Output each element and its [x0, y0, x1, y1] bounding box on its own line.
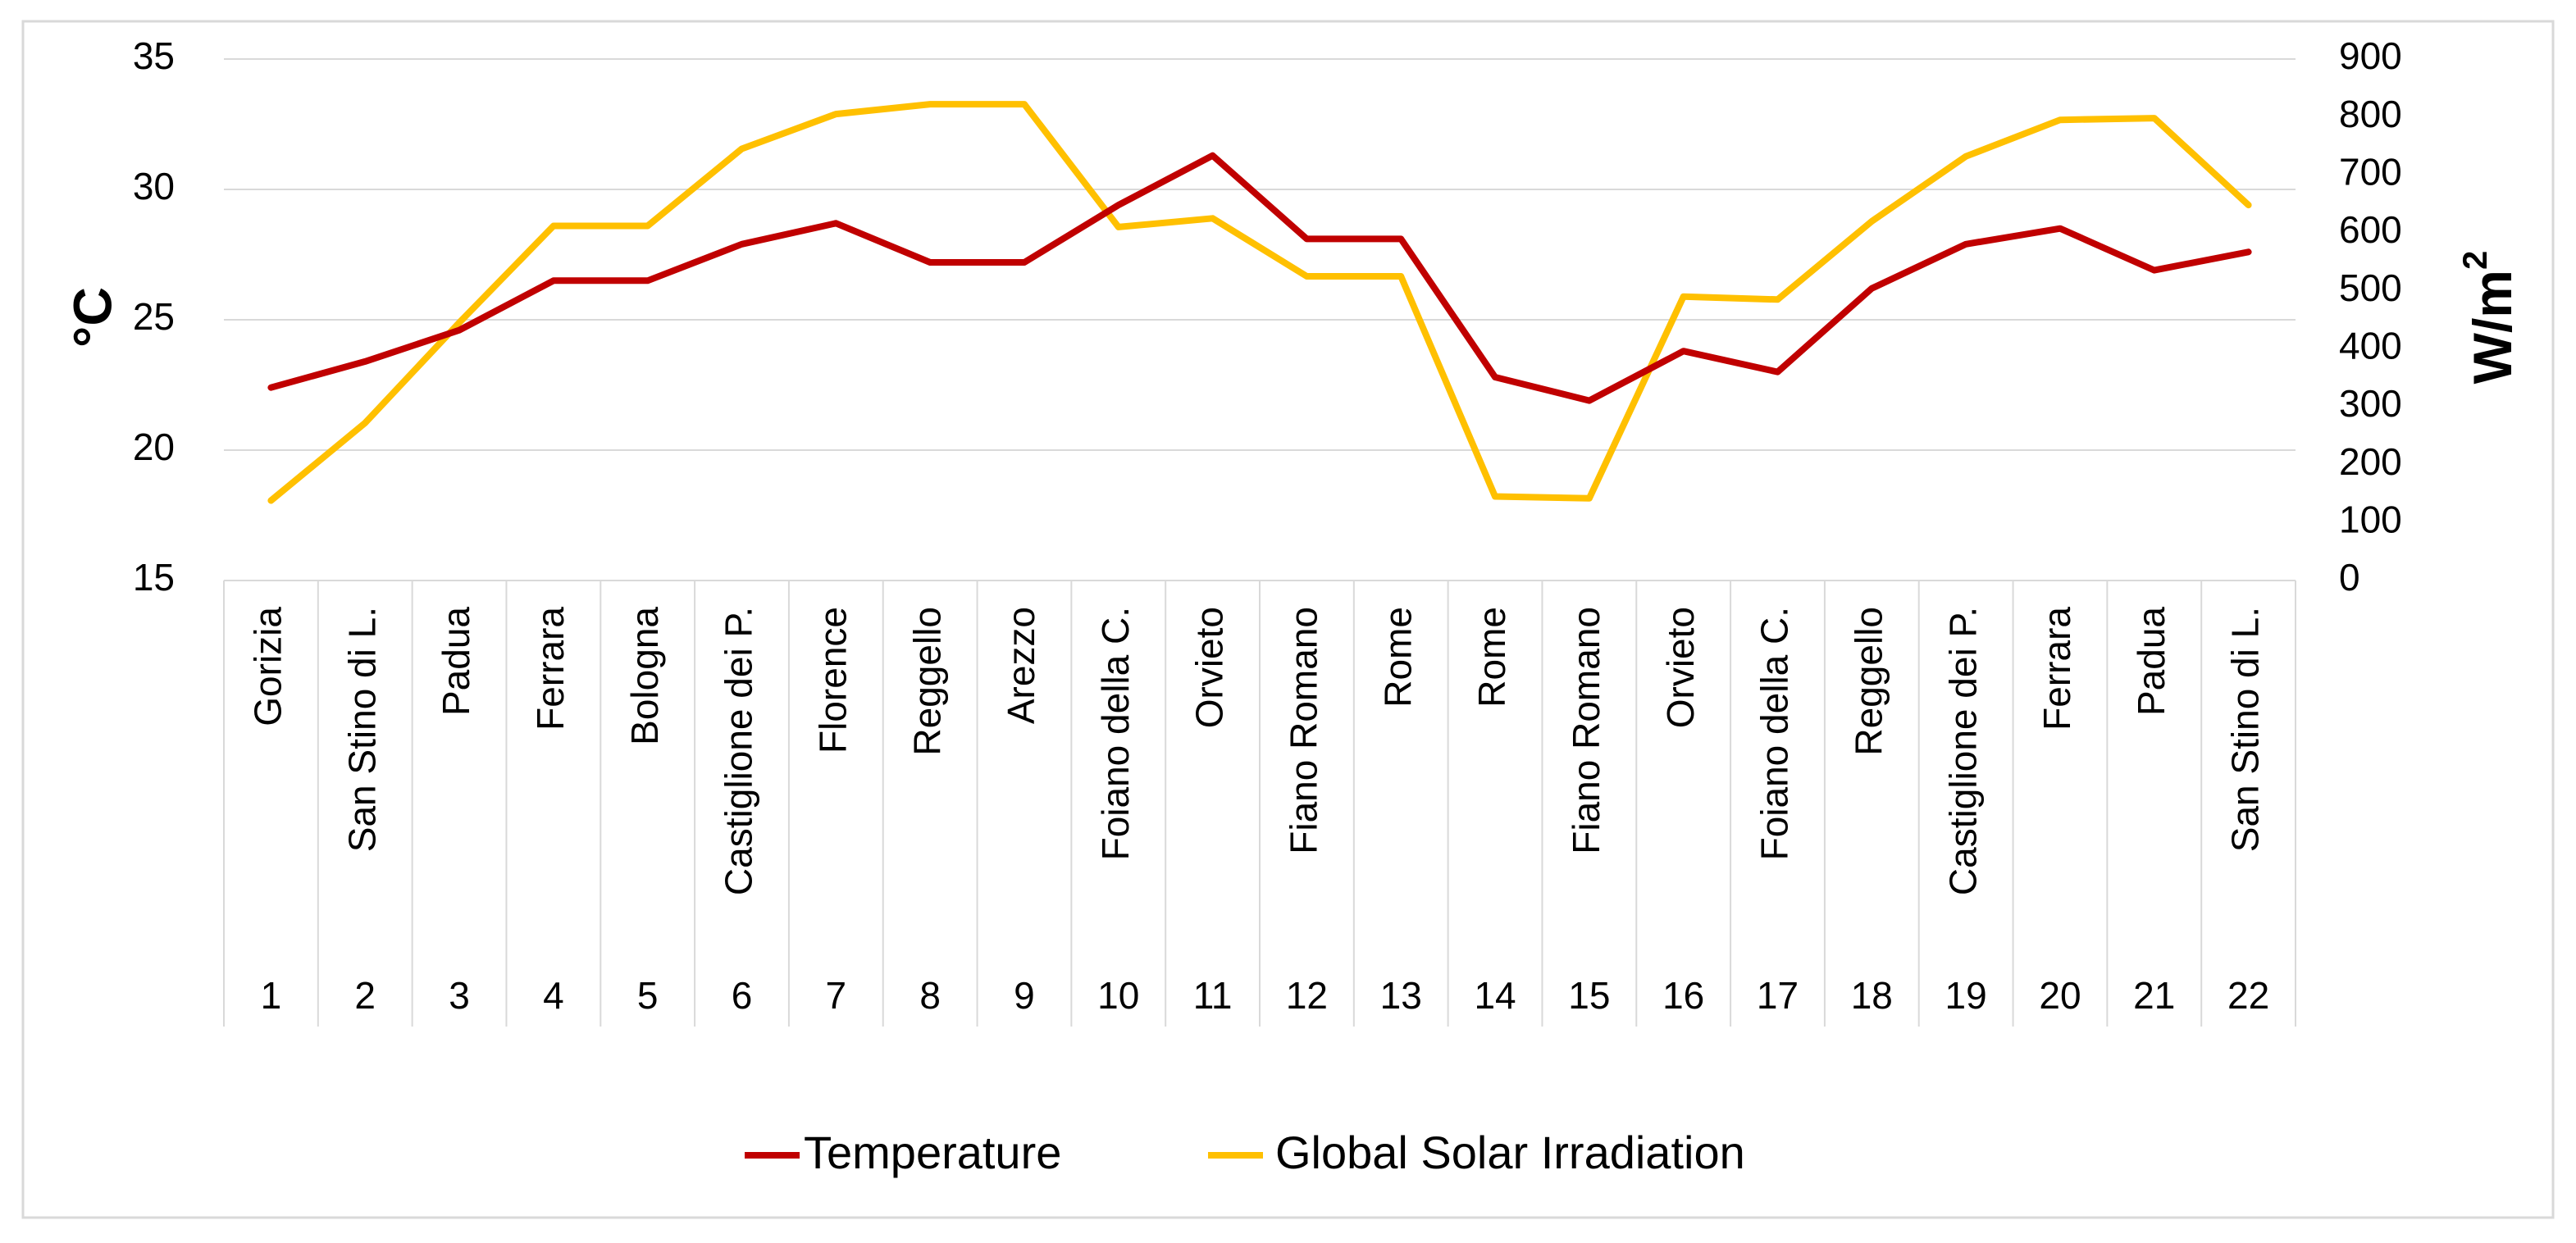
- category-label: Gorizia: [247, 607, 290, 726]
- category-label: Arezzo: [1000, 607, 1042, 724]
- right-tick-label: 400: [2339, 324, 2402, 367]
- category-label: Fiano Romano: [1565, 607, 1607, 854]
- category-label: Fiano Romano: [1283, 607, 1325, 854]
- right-tick-label: 0: [2339, 556, 2360, 599]
- category-label: Castiglione dei P.: [1941, 607, 1984, 895]
- index-label: 17: [1757, 974, 1799, 1017]
- left-axis-title: °C: [62, 287, 122, 348]
- left-tick-label: 20: [133, 426, 175, 468]
- category-label: Bologna: [623, 607, 666, 745]
- index-label: 1: [261, 974, 282, 1017]
- right-tick-label: 600: [2339, 208, 2402, 251]
- gridlines: [224, 58, 2296, 581]
- left-tick-label: 15: [133, 556, 175, 599]
- series-line-global-solar-irradiation: [267, 101, 2252, 504]
- index-label: 16: [1662, 974, 1704, 1017]
- right-axis-ticks: 0 100 200 300 400 500 600 700 800 900: [2339, 34, 2402, 599]
- right-tick-label: 300: [2339, 382, 2402, 425]
- index-label: 5: [637, 974, 659, 1017]
- right-axis-title: W/m2: [2455, 251, 2523, 385]
- index-label: 13: [1380, 974, 1422, 1017]
- index-label: 2: [354, 974, 376, 1017]
- category-label: Reggello: [905, 607, 948, 756]
- category-label: Castiglione dei P.: [718, 607, 760, 895]
- right-axis-title-main: W/m: [2462, 270, 2523, 384]
- left-tick-label: 25: [133, 295, 175, 338]
- category-label: Ferrara: [529, 607, 572, 731]
- category-label: San Stino di L.: [340, 607, 383, 852]
- category-label: San Stino di L.: [2224, 607, 2267, 852]
- right-tick-label: 900: [2339, 34, 2402, 77]
- index-label: 15: [1568, 974, 1610, 1017]
- category-label: Florence: [811, 607, 854, 754]
- index-label: 6: [732, 974, 753, 1017]
- category-label: Rome: [1470, 607, 1513, 708]
- category-label: Ferrara: [2036, 607, 2078, 731]
- category-label: Rome: [1376, 607, 1419, 708]
- series-lines: [267, 101, 2252, 504]
- index-label: 19: [1945, 974, 1987, 1017]
- category-label: Padua: [2130, 607, 2173, 716]
- left-tick-label: 35: [133, 34, 175, 77]
- index-label: 14: [1474, 974, 1516, 1017]
- right-tick-label: 700: [2339, 150, 2402, 193]
- left-tick-label: 30: [133, 165, 175, 207]
- category-label: Foiano della C.: [1753, 607, 1796, 860]
- right-axis-title-superscript: 2: [2455, 251, 2494, 270]
- index-label: 22: [2227, 974, 2269, 1017]
- legend: Temperature Global Solar Irradiation: [745, 1127, 1745, 1178]
- index-label: 12: [1286, 974, 1328, 1017]
- index-label: 8: [919, 974, 941, 1017]
- index-label: 18: [1851, 974, 1893, 1017]
- category-label: Orvieto: [1188, 607, 1231, 728]
- right-tick-label: 100: [2339, 498, 2402, 540]
- index-label: 7: [826, 974, 847, 1017]
- category-label: Foiano della C.: [1094, 607, 1137, 860]
- right-tick-label: 200: [2339, 440, 2402, 483]
- legend-label-global-solar-irradiation: Global Solar Irradiation: [1275, 1127, 1745, 1178]
- index-label: 10: [1097, 974, 1139, 1017]
- left-axis-ticks: 15 20 25 30 35: [133, 34, 175, 599]
- index-label: 3: [449, 974, 470, 1017]
- right-tick-label: 800: [2339, 93, 2402, 135]
- index-label: 21: [2133, 974, 2175, 1017]
- category-label: Reggello: [1847, 607, 1890, 756]
- index-label: 9: [1014, 974, 1035, 1017]
- series-line-temperature: [267, 152, 2252, 404]
- index-label: 4: [543, 974, 564, 1017]
- index-label: 20: [2039, 974, 2081, 1017]
- category-label: Padua: [435, 607, 477, 716]
- category-label: Orvieto: [1659, 607, 1702, 728]
- right-tick-label: 500: [2339, 266, 2402, 309]
- index-label: 11: [1193, 974, 1233, 1017]
- category-table: Gorizia San Stino di L. Padua Ferrara Bologn…: [223, 581, 2296, 1027]
- legend-label-temperature: Temperature: [804, 1127, 1061, 1178]
